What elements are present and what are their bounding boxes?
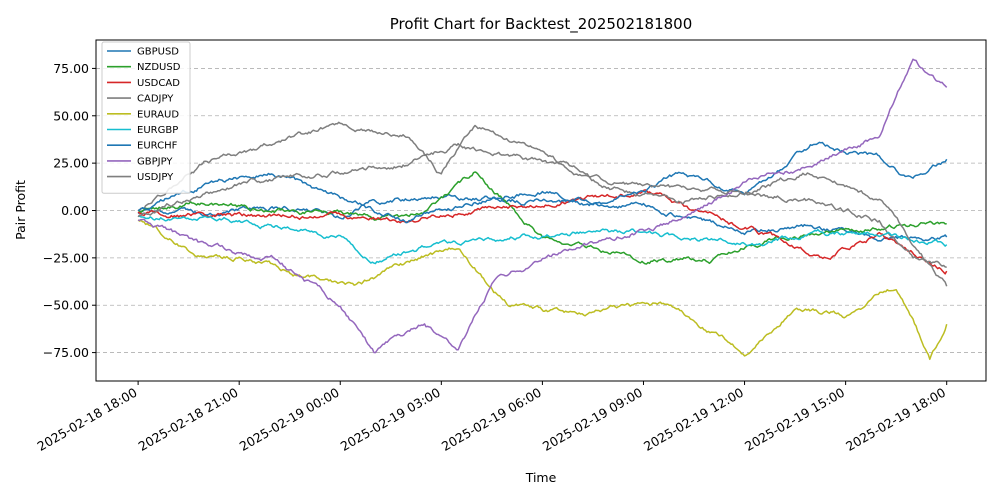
legend-box xyxy=(101,41,191,194)
gridlines xyxy=(96,68,986,353)
y-tick-label: −75.00 xyxy=(43,345,89,360)
series-lines xyxy=(137,58,948,361)
series-line-gbpjpy xyxy=(138,58,948,354)
legend-label: EURAUD xyxy=(137,109,179,120)
y-tick-label: −50.00 xyxy=(43,298,89,313)
legend-label: NZDUSD xyxy=(137,62,181,73)
y-axis-title: Pair Profit xyxy=(13,180,28,240)
series-line-usdcad xyxy=(137,189,948,275)
legend-label: USDJPY xyxy=(137,172,174,183)
series-line-gbpusd xyxy=(137,193,948,242)
x-axis-title: Time xyxy=(525,470,557,485)
legend-label: CADJPY xyxy=(137,94,174,105)
y-tick-label: 75.00 xyxy=(53,61,89,76)
series-line-eurchf xyxy=(137,141,948,224)
y-tick-label: −25.00 xyxy=(43,250,89,265)
y-axis-ticks: 75.00 50.00 25.00 0.00 −25.00 −50.00 −75.00 xyxy=(43,61,96,360)
series-line-usdjpy xyxy=(137,142,948,287)
y-tick-label: 0.00 xyxy=(61,203,89,218)
legend-label: GBPUSD xyxy=(137,47,179,58)
series-line-eurgbp xyxy=(138,215,948,265)
chart-title: Profit Chart for Backtest_202502181800 xyxy=(390,15,693,34)
legend-label: EURCHF xyxy=(137,141,178,152)
series-line-euraud xyxy=(137,219,948,361)
series-line-nzdusd xyxy=(137,171,947,265)
legend-label: GBPJPY xyxy=(137,156,173,167)
legend-label: USDCAD xyxy=(137,78,180,89)
y-tick-label: 50.00 xyxy=(53,108,89,123)
legend: GBPUSD NZDUSD USDCAD CADJPY EURAUD EURGBP EURC… xyxy=(101,41,191,194)
y-tick-label: 25.00 xyxy=(53,156,89,171)
legend-label: EURGBP xyxy=(137,125,178,136)
series-line-cadjpy xyxy=(137,121,947,269)
